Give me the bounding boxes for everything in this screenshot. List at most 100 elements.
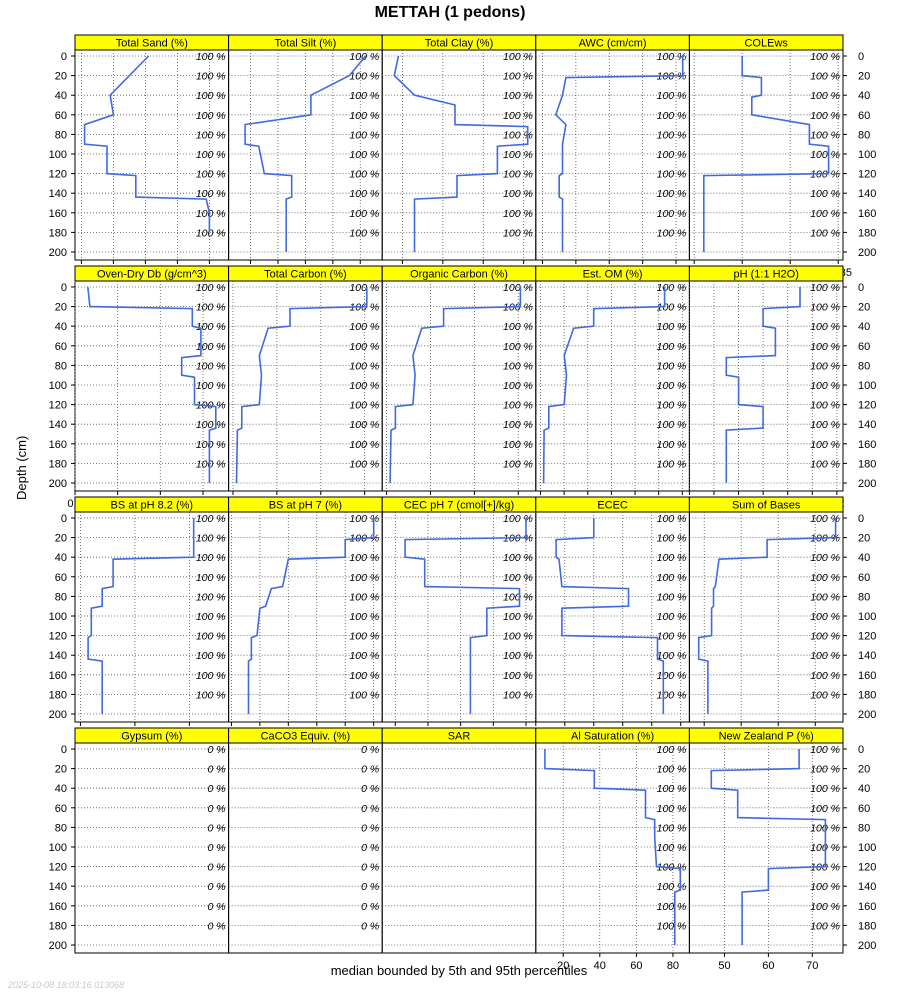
- percent-label: 100 %: [196, 631, 226, 643]
- panel-label: pH (1:1 H2O): [733, 269, 798, 281]
- depth-tick-label: 20: [55, 71, 67, 83]
- percent-label: 0 %: [208, 842, 226, 854]
- percent-label: 100 %: [196, 439, 226, 451]
- percent-label: 100 %: [810, 90, 840, 102]
- profile-line: [555, 518, 665, 714]
- percent-label: 100 %: [810, 110, 840, 122]
- percent-label: 0 %: [361, 744, 379, 756]
- percent-label: 100 %: [657, 881, 687, 893]
- percent-label: 100 %: [349, 208, 379, 220]
- percent-label: 100 %: [196, 227, 226, 239]
- depth-tick-label: 140: [858, 419, 876, 431]
- panel-label: SAR: [448, 731, 471, 743]
- depth-tick-label: 140: [49, 881, 67, 893]
- profile-line: [83, 55, 211, 233]
- percent-label: 100 %: [810, 419, 840, 431]
- depth-tick-label: 20: [55, 302, 67, 314]
- percent-label: 100 %: [657, 360, 687, 372]
- percent-label: 100 %: [349, 572, 379, 584]
- depth-tick-label: 200: [858, 247, 876, 259]
- percent-label: 100 %: [657, 302, 687, 314]
- depth-tick-label: 0: [858, 513, 864, 525]
- percent-label: 100 %: [810, 71, 840, 83]
- percent-label: 100 %: [657, 110, 687, 122]
- depth-tick-label: 200: [49, 478, 67, 490]
- depth-tick-label: 120: [858, 862, 876, 874]
- percent-label: 100 %: [810, 650, 840, 662]
- percent-label: 100 %: [503, 439, 533, 451]
- percent-label: 100 %: [810, 302, 840, 314]
- percent-label: 100 %: [657, 71, 687, 83]
- depth-tick-label: 140: [858, 881, 876, 893]
- percent-label: 100 %: [196, 282, 226, 294]
- depth-tick-label: 60: [858, 341, 870, 353]
- depth-tick-label: 20: [858, 302, 870, 314]
- depth-tick-label: 0: [858, 744, 864, 756]
- percent-label: 100 %: [196, 650, 226, 662]
- percent-label: 100 %: [196, 188, 226, 200]
- percent-label: 100 %: [657, 282, 687, 294]
- percent-label: 100 %: [657, 689, 687, 701]
- panel-label: Organic Carbon (%): [410, 269, 508, 281]
- profile-line: [702, 56, 830, 252]
- percent-label: 100 %: [503, 302, 533, 314]
- percent-label: 100 %: [503, 321, 533, 333]
- percent-label: 100 %: [503, 227, 533, 239]
- depth-tick-label: 200: [49, 247, 67, 259]
- percent-label: 0 %: [361, 862, 379, 874]
- percent-label: 100 %: [503, 572, 533, 584]
- depth-tick-label: 200: [858, 709, 876, 721]
- percent-label: 100 %: [657, 51, 687, 63]
- percent-label: 100 %: [657, 533, 687, 545]
- percent-label: 100 %: [810, 803, 840, 815]
- panel-label: Est. OM (%): [583, 269, 643, 281]
- percent-label: 100 %: [810, 513, 840, 525]
- depth-tick-label: 40: [858, 552, 870, 564]
- percent-label: 0 %: [208, 901, 226, 913]
- depth-tick-label: 20: [55, 533, 67, 545]
- percent-label: 100 %: [196, 572, 226, 584]
- percent-label: 100 %: [657, 842, 687, 854]
- depth-tick-label: 60: [55, 341, 67, 353]
- profile-line: [544, 749, 682, 945]
- percent-label: 100 %: [349, 71, 379, 83]
- percent-label: 0 %: [208, 920, 226, 932]
- percent-label: 100 %: [349, 188, 379, 200]
- percent-label: 100 %: [349, 419, 379, 431]
- depth-tick-label: 140: [49, 419, 67, 431]
- percent-label: 100 %: [657, 670, 687, 682]
- depth-tick-label: 180: [49, 920, 67, 932]
- percent-label: 100 %: [810, 360, 840, 372]
- percent-label: 100 %: [810, 282, 840, 294]
- percent-label: 100 %: [503, 71, 533, 83]
- percent-label: 100 %: [810, 51, 840, 63]
- percent-label: 100 %: [196, 419, 226, 431]
- panel-label: ECEC: [597, 500, 628, 512]
- depth-tick-label: 120: [858, 169, 876, 181]
- depth-tick-label: 180: [858, 689, 876, 701]
- percent-label: 100 %: [503, 591, 533, 603]
- percent-label: 0 %: [208, 881, 226, 893]
- percent-label: 100 %: [349, 149, 379, 161]
- depth-tick-label: 140: [49, 650, 67, 662]
- percent-label: 100 %: [196, 302, 226, 314]
- x-axis-label: median bounded by 5th and 95th percentil…: [330, 963, 588, 978]
- percent-label: 100 %: [657, 380, 687, 392]
- profile-line: [389, 287, 522, 484]
- percent-label: 100 %: [349, 341, 379, 353]
- depth-tick-label: 100: [49, 611, 67, 623]
- depth-tick-label: 100: [858, 611, 876, 623]
- depth-tick-label: 0: [61, 282, 67, 294]
- depth-tick-label: 100: [858, 842, 876, 854]
- depth-tick-label: 60: [55, 803, 67, 815]
- percent-label: 100 %: [503, 188, 533, 200]
- profile-line: [725, 287, 801, 483]
- percent-label: 100 %: [657, 822, 687, 834]
- depth-tick-label: 200: [858, 478, 876, 490]
- depth-tick-label: 140: [858, 188, 876, 200]
- percent-label: 100 %: [503, 341, 533, 353]
- percent-label: 100 %: [657, 419, 687, 431]
- percent-label: 100 %: [349, 439, 379, 451]
- percent-label: 100 %: [657, 321, 687, 333]
